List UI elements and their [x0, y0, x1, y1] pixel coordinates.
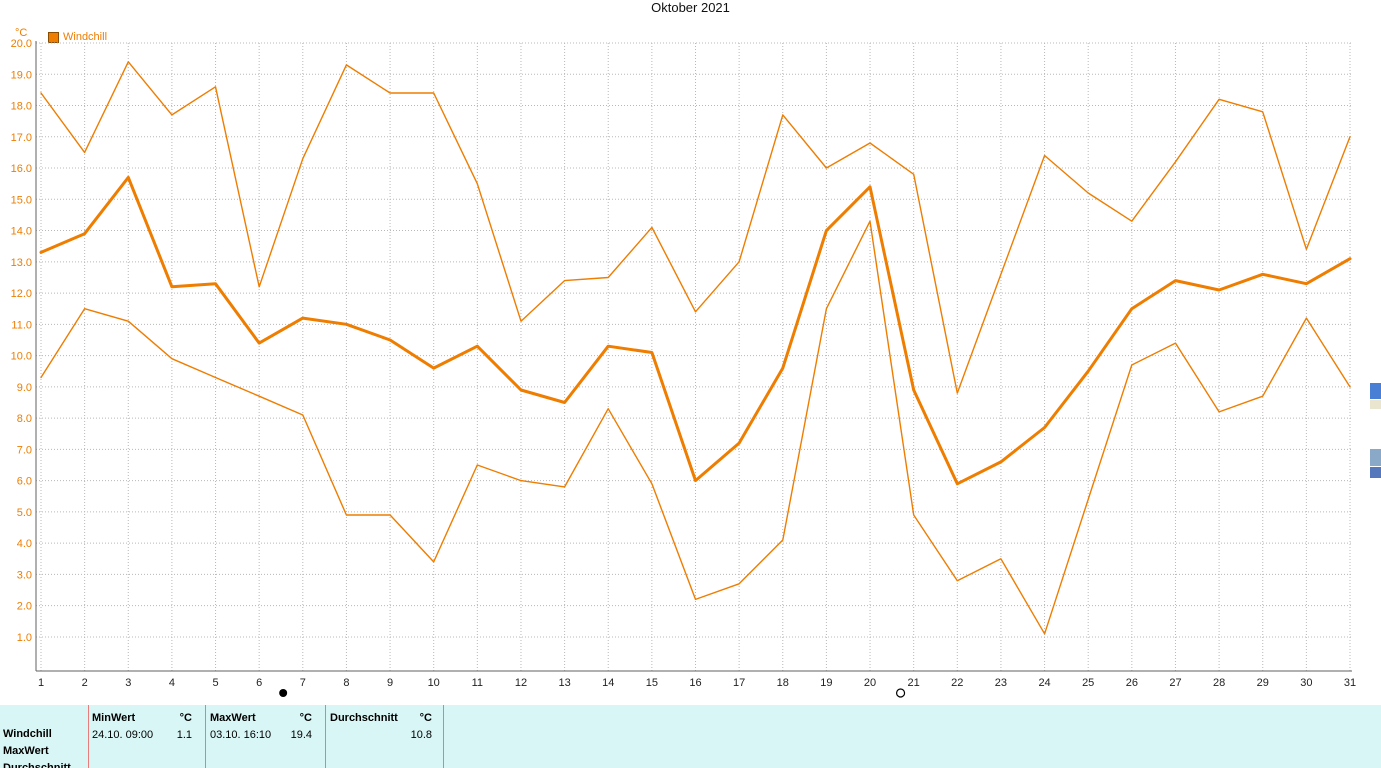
- svg-text:5: 5: [212, 677, 218, 689]
- svg-text:28: 28: [1213, 677, 1225, 689]
- svg-text:4.0: 4.0: [17, 538, 32, 550]
- series-min: [40, 220, 1351, 635]
- svg-text:8.0: 8.0: [17, 413, 32, 425]
- svg-text:5.0: 5.0: [17, 507, 32, 519]
- svg-text:2: 2: [82, 677, 88, 689]
- table-separator: [325, 705, 326, 768]
- stats-value-minwert: 24.10. 09:00 1.1: [92, 729, 192, 741]
- svg-text:15.0: 15.0: [11, 194, 32, 206]
- svg-text:25: 25: [1082, 677, 1094, 689]
- svg-text:16: 16: [689, 677, 701, 689]
- svg-text:4: 4: [169, 677, 175, 689]
- stats-header-durchschnitt: Durchschnitt °C: [330, 712, 432, 724]
- svg-text:21: 21: [908, 677, 920, 689]
- svg-text:10: 10: [428, 677, 440, 689]
- table-separator: [88, 705, 89, 768]
- desktop-window-fragment: [1370, 449, 1381, 466]
- svg-text:9: 9: [387, 677, 393, 689]
- svg-text:20.0: 20.0: [11, 38, 32, 50]
- svg-text:19: 19: [820, 677, 832, 689]
- svg-text:7.0: 7.0: [17, 444, 32, 456]
- svg-text:6: 6: [256, 677, 262, 689]
- stats-row-label-windchill: Windchill: [3, 728, 52, 740]
- svg-text:13.0: 13.0: [11, 257, 32, 269]
- svg-text:16.0: 16.0: [11, 163, 32, 175]
- desktop-window-fragment: [1370, 383, 1381, 399]
- table-separator: [205, 705, 206, 768]
- svg-text:12: 12: [515, 677, 527, 689]
- svg-text:24: 24: [1038, 677, 1050, 689]
- svg-text:7: 7: [300, 677, 306, 689]
- svg-text:3: 3: [125, 677, 131, 689]
- svg-text:3.0: 3.0: [17, 569, 32, 581]
- stats-value-maxwert: 03.10. 16:10 19.4: [210, 729, 312, 741]
- svg-text:30: 30: [1300, 677, 1312, 689]
- desktop-window-fragment: [1370, 400, 1381, 409]
- new-moon-icon: [279, 689, 288, 697]
- svg-text:18.0: 18.0: [11, 101, 32, 113]
- svg-text:17: 17: [733, 677, 745, 689]
- svg-text:11.0: 11.0: [11, 319, 32, 331]
- stats-row-label-maxwert: MaxWert: [3, 745, 49, 757]
- stats-header-maxwert: MaxWert °C: [210, 712, 312, 724]
- svg-text:13: 13: [558, 677, 570, 689]
- stats-header-minwert: MinWert °C: [92, 712, 192, 724]
- stats-row-label-durchschnitt: Durchschnitt: [3, 762, 71, 768]
- svg-text:17.0: 17.0: [11, 132, 32, 144]
- svg-text:15: 15: [646, 677, 658, 689]
- series-max: [40, 61, 1351, 394]
- windchill-line-chart: 1.0 2.0 3.0 4.0 5.0 6.0 7.0 8.0 9.0 10.0 11.0 12.0 1…: [11, 38, 1356, 698]
- svg-text:31: 31: [1344, 677, 1356, 689]
- svg-text:9.0: 9.0: [17, 382, 32, 394]
- svg-text:12.0: 12.0: [11, 288, 32, 300]
- windchill-legend-swatch-icon: [48, 31, 59, 43]
- table-separator: [443, 705, 444, 768]
- svg-text:6.0: 6.0: [17, 476, 32, 488]
- svg-text:11: 11: [472, 677, 483, 689]
- svg-text:14: 14: [602, 677, 614, 689]
- svg-text:2.0: 2.0: [17, 601, 32, 613]
- svg-text:27: 27: [1169, 677, 1181, 689]
- svg-text:22: 22: [951, 677, 963, 689]
- svg-text:29: 29: [1257, 677, 1269, 689]
- svg-text:18: 18: [777, 677, 789, 689]
- svg-text:20: 20: [864, 677, 876, 689]
- svg-text:1.0: 1.0: [17, 632, 32, 644]
- chart-title: Oktober 2021: [651, 0, 730, 15]
- stats-value-durchschnitt: 10.8: [410, 729, 432, 741]
- svg-text:23: 23: [995, 677, 1007, 689]
- windchill-legend-label: Windchill: [63, 31, 108, 43]
- svg-text:10.0: 10.0: [11, 351, 32, 363]
- svg-text:14.0: 14.0: [11, 226, 32, 238]
- svg-text:8: 8: [343, 677, 349, 689]
- legend: Windchill: [48, 31, 107, 43]
- series-mean: [39, 175, 1352, 486]
- y-axis-unit-label: °C: [15, 27, 28, 39]
- svg-text:26: 26: [1126, 677, 1138, 689]
- svg-text:19.0: 19.0: [11, 69, 32, 81]
- full-moon-icon: [895, 688, 906, 698]
- stats-table: MinWert °C MaxWert °C Durchschnitt °C Windc…: [0, 705, 1381, 768]
- desktop-window-fragment: [1370, 467, 1381, 478]
- svg-text:1: 1: [38, 677, 44, 689]
